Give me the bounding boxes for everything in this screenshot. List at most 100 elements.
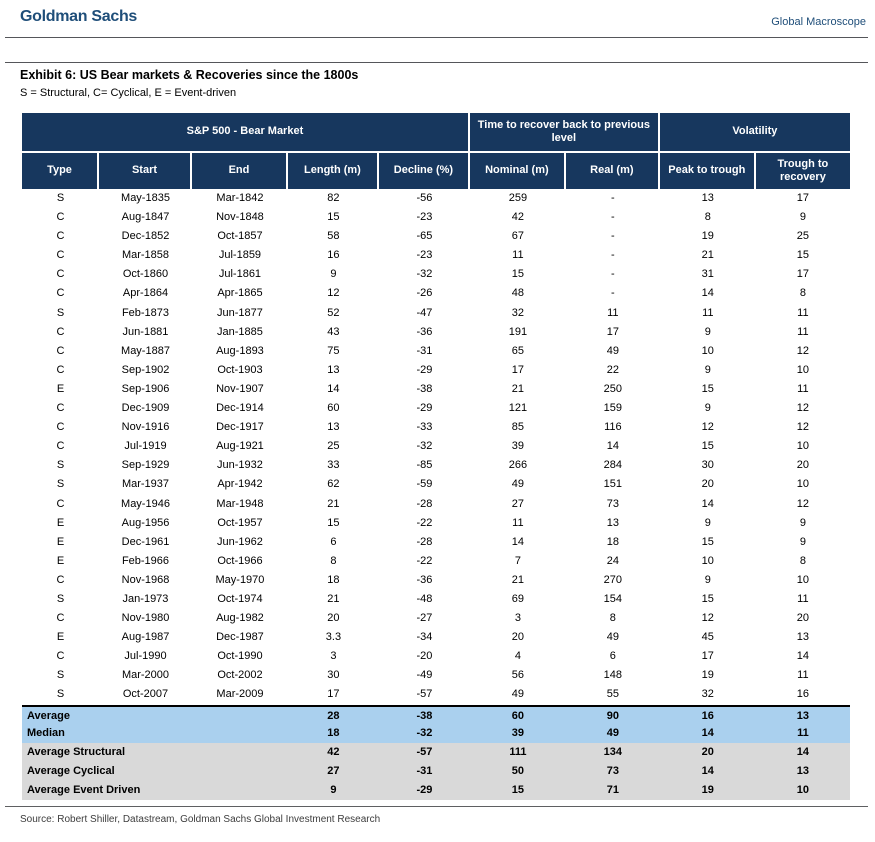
table-cell: S <box>56 688 65 701</box>
table-row: S Oct-2007 Mar-2009 17 -57 49 55 32 16 <box>22 685 850 704</box>
table-cell: 13 <box>701 192 714 204</box>
table-cell: 49 <box>511 688 524 701</box>
group-header-cell: Time to recover back to previous level <box>469 113 660 151</box>
table-cell: 20 <box>796 612 810 625</box>
table-cell: E <box>56 631 65 644</box>
table-cell: 21 <box>701 249 714 262</box>
table-cell: -28 <box>416 535 433 548</box>
table-cell: 15 <box>796 249 810 262</box>
summary-row: Average Cyclical 27 -31 50 73 14 13 <box>22 762 850 782</box>
table-cell: 284 <box>603 459 623 472</box>
table-cell: 10 <box>796 440 810 453</box>
table-cell: 15 <box>701 592 714 605</box>
table-cell: 11 <box>797 592 809 605</box>
table-cell: 11 <box>797 382 809 395</box>
table-cell: C <box>56 650 65 663</box>
summary-cell: 10 <box>796 784 810 797</box>
table-cell: 3.3 <box>325 631 342 644</box>
table-cell: Dec-1914 <box>216 402 264 415</box>
table-cell: Mar-2009 <box>216 688 264 701</box>
table-cell: 31 <box>701 268 714 281</box>
summary-label: Average <box>27 709 71 722</box>
summary-cell: 14 <box>701 765 714 778</box>
table-cell: 32 <box>701 688 714 701</box>
table-cell: 8 <box>609 612 616 625</box>
table-cell: 25 <box>796 230 810 243</box>
publication-title: Global Macroscope <box>771 16 866 28</box>
summary-row: Average Event Driven 9 -29 15 71 19 10 <box>22 781 850 801</box>
table-cell: Mar-1948 <box>216 497 264 510</box>
summary-cell: 134 <box>603 745 623 758</box>
table-cell: - <box>611 192 615 204</box>
table-cell: Aug-1987 <box>121 631 170 644</box>
table-cell: 9 <box>704 363 711 376</box>
table-cell: 148 <box>603 669 623 682</box>
table-cell: C <box>56 421 65 434</box>
summary-cell: 39 <box>511 726 524 739</box>
table-cell: Apr-1865 <box>217 287 263 300</box>
table-cell: -32 <box>416 440 433 453</box>
table-row: S Feb-1873 Jun-1877 52 -47 32 11 11 11 <box>22 304 850 323</box>
table-cell: Dec-1917 <box>216 421 264 434</box>
table-cell: 9 <box>704 325 711 338</box>
table-cell: 20 <box>796 459 810 472</box>
table-cell: 270 <box>603 573 623 586</box>
table-row: C Jul-1990 Oct-1990 3 -20 4 6 17 14 <box>22 647 850 666</box>
bear-markets-table: S&P 500 - Bear Market Time to recover bac… <box>22 113 850 801</box>
table-cell: -22 <box>416 554 433 567</box>
table-cell: -48 <box>416 592 433 605</box>
summary-cell: 9 <box>330 784 337 797</box>
table-row: S Mar-2000 Oct-2002 30 -49 56 148 19 11 <box>22 666 850 685</box>
table-cell: -33 <box>416 421 433 434</box>
summary-cell: -29 <box>416 784 433 797</box>
table-cell: 11 <box>607 306 619 319</box>
table-cell: S <box>56 306 65 319</box>
table-cell: Jul-1919 <box>124 440 167 453</box>
table-cell: May-1887 <box>121 344 170 357</box>
summary-row: Average Structural 42 -57 111 134 20 14 <box>22 742 850 763</box>
header-divider-top <box>5 37 868 38</box>
column-header-cell: Length (m) <box>287 153 379 189</box>
column-header-cell: Type <box>22 153 99 189</box>
table-cell: 11 <box>797 669 809 682</box>
table-cell: 17 <box>606 325 619 338</box>
column-header-cell: Peak to trough <box>659 153 756 189</box>
table-cell: 49 <box>606 344 619 357</box>
table-cell: 15 <box>701 440 714 453</box>
table-cell: -57 <box>416 688 433 701</box>
table-row: C Jul-1919 Aug-1921 25 -32 39 14 15 10 <box>22 437 850 456</box>
table-cell: -36 <box>416 325 433 338</box>
table-cell: 17 <box>796 192 810 204</box>
table-cell: Jun-1877 <box>217 306 263 319</box>
table-cell: Jul-1990 <box>124 650 167 663</box>
exhibit-title: Exhibit 6: US Bear markets & Recoveries … <box>20 68 359 82</box>
footer-divider <box>5 806 868 807</box>
table-cell: 24 <box>606 554 619 567</box>
table-cell: Apr-1864 <box>122 287 169 300</box>
table-cell: 9 <box>799 516 806 529</box>
table-cell: C <box>56 344 65 357</box>
table-cell: 45 <box>701 631 714 644</box>
summary-label: Average Event Driven <box>27 784 141 797</box>
table-cell: 56 <box>511 669 524 682</box>
table-cell: 14 <box>606 440 619 453</box>
table-cell: -47 <box>416 306 433 319</box>
table-cell: C <box>56 440 65 453</box>
table-cell: C <box>56 325 65 338</box>
table-cell: C <box>56 211 65 224</box>
table-cell: S <box>56 592 65 605</box>
table-row: C Oct-1860 Jul-1861 9 -32 15 - 31 17 <box>22 265 850 284</box>
column-header-cell: Real (m) <box>565 153 660 189</box>
table-cell: 6 <box>609 650 616 663</box>
column-header-cell: Start <box>99 153 192 189</box>
table-cell: Dec-1987 <box>216 631 264 644</box>
table-cell: -22 <box>416 516 433 529</box>
summary-row: Average 28 -38 60 90 16 13 <box>22 704 850 724</box>
table-cell: Oct-1974 <box>217 592 263 605</box>
table-cell: Oct-2002 <box>217 669 263 682</box>
table-cell: 33 <box>327 459 340 472</box>
table-cell: 3 <box>514 612 521 625</box>
table-cell: E <box>56 535 65 548</box>
table-cell: 12 <box>796 344 810 357</box>
table-cell: 42 <box>511 211 524 224</box>
